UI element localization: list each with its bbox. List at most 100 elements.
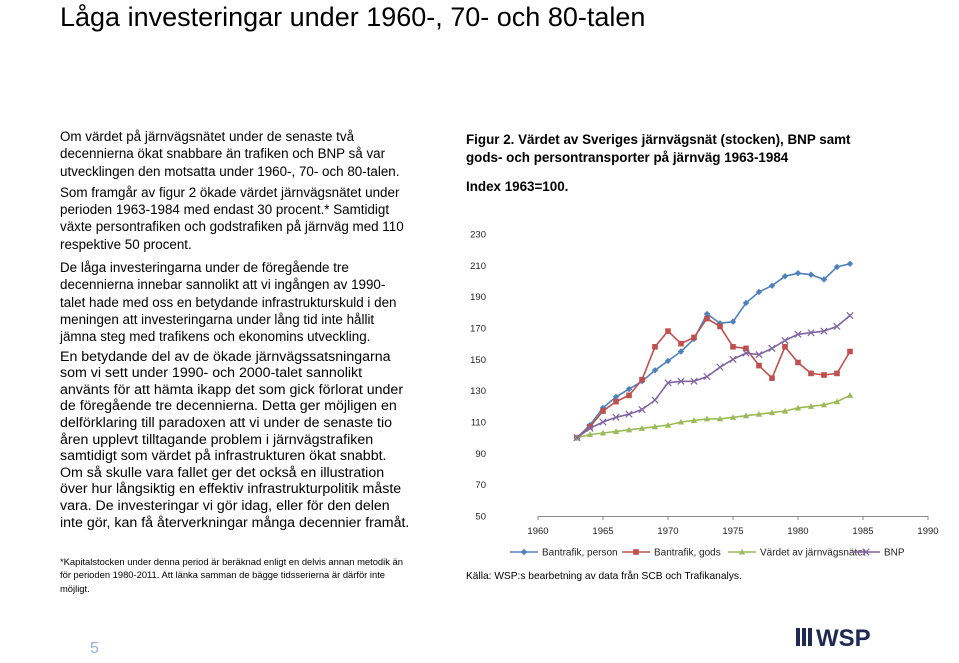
data-point (729, 414, 737, 420)
data-point (755, 288, 763, 296)
data-point (633, 549, 639, 555)
data-point (651, 396, 659, 404)
y-tick-label: 230 (470, 230, 486, 241)
data-point (794, 330, 802, 338)
legend-label: Bantrafik, person (542, 548, 618, 559)
series-line (576, 394, 851, 439)
y-tick-label: 50 (475, 512, 486, 523)
legend-label: Värdet av järnvägsnätet (760, 548, 866, 559)
data-point (638, 425, 646, 431)
data-point (612, 428, 620, 434)
series-line (576, 314, 851, 439)
data-point (613, 398, 619, 405)
data-point (808, 370, 814, 377)
y-tick-label: 90 (475, 449, 486, 460)
series-2 (573, 392, 854, 441)
data-point (794, 269, 802, 277)
x-tick-label: 1965 (592, 526, 613, 537)
y-tick-label: 70 (475, 480, 486, 491)
footnote: *Kapitalstocken under denna period är be… (60, 556, 403, 594)
y-tick-label: 210 (470, 261, 486, 272)
x-tick-label: 1990 (917, 526, 938, 537)
data-point (664, 379, 672, 387)
paragraph-conclusion: En betydande del av de ökade järnvägssat… (60, 348, 410, 531)
data-point (625, 385, 633, 393)
logo-bar-3 (808, 628, 812, 646)
data-point (638, 405, 646, 414)
data-point (862, 548, 870, 556)
y-tick-label: 110 (471, 418, 486, 429)
data-point (846, 311, 854, 320)
data-point (599, 429, 607, 436)
data-point (847, 348, 853, 355)
data-point (664, 421, 672, 428)
data-point (834, 370, 840, 377)
paragraph-figure-reference: Som framgår av figur 2 ökade värdet järn… (60, 184, 404, 252)
data-point (833, 398, 841, 405)
data-point (677, 418, 685, 425)
data-point (573, 434, 581, 442)
data-point (678, 340, 684, 347)
data-point (612, 413, 620, 421)
data-point (807, 271, 815, 278)
data-point (717, 323, 723, 330)
data-point (599, 418, 607, 426)
data-point (821, 372, 827, 378)
legend-item: Bantrafik, gods (622, 548, 721, 559)
series-3 (573, 311, 854, 442)
data-point (743, 345, 749, 352)
data-point (755, 351, 763, 359)
y-tick-label: 170 (470, 324, 486, 335)
data-point (587, 423, 593, 430)
x-tick-label: 1985 (852, 526, 873, 537)
data-point (846, 392, 854, 398)
series-line (576, 263, 851, 439)
data-point (768, 344, 776, 352)
data-point (833, 322, 841, 331)
logo-bar-2 (802, 628, 806, 646)
x-tick-label: 1960 (527, 526, 548, 537)
data-point (664, 357, 672, 365)
logo-text: WSP (816, 625, 871, 652)
data-point (742, 299, 750, 307)
data-point (625, 426, 633, 433)
x-tick-label: 1975 (722, 526, 743, 537)
figure-title: Figur 2. Värdet av Sveriges järnvägsnät … (466, 132, 851, 165)
data-point (846, 260, 854, 267)
data-point (704, 315, 710, 322)
data-point (807, 403, 815, 409)
legend-label: Bantrafik, gods (654, 548, 721, 559)
x-tick-label: 1980 (787, 526, 808, 537)
wsp-logo: WSP (796, 625, 871, 652)
data-point (820, 327, 828, 335)
line-chart: 50 70 90 110 130 150 170 190 210 230 1960 1965 1970… (470, 230, 938, 559)
data-point (729, 318, 737, 325)
data-point (612, 393, 620, 401)
data-point (716, 363, 724, 371)
data-point (677, 348, 685, 355)
legend-item: BNP (852, 548, 905, 559)
data-point (820, 401, 828, 408)
data-point (651, 367, 659, 374)
data-point (730, 344, 736, 350)
chart-series (573, 260, 854, 442)
figure-source: Källa: WSP:s bearbetning av data från SC… (466, 571, 742, 582)
data-point (586, 431, 594, 438)
data-point (599, 404, 607, 412)
data-point (651, 423, 659, 430)
page-number: 5 (90, 640, 99, 657)
y-axis-ticks: 50 70 90 110 130 150 170 190 210 230 (470, 230, 486, 523)
data-point (794, 404, 802, 411)
data-point (520, 548, 528, 556)
paragraph-intro: Om värdet på järnvägsnätet under de sena… (60, 129, 400, 179)
data-point (677, 377, 685, 385)
data-point (665, 328, 671, 334)
data-point (833, 263, 841, 271)
series-0 (573, 260, 854, 441)
data-point (600, 408, 606, 414)
data-point (820, 276, 828, 283)
y-tick-label: 130 (470, 386, 486, 397)
data-point (626, 392, 632, 399)
data-point (807, 329, 815, 337)
data-point (782, 344, 788, 350)
